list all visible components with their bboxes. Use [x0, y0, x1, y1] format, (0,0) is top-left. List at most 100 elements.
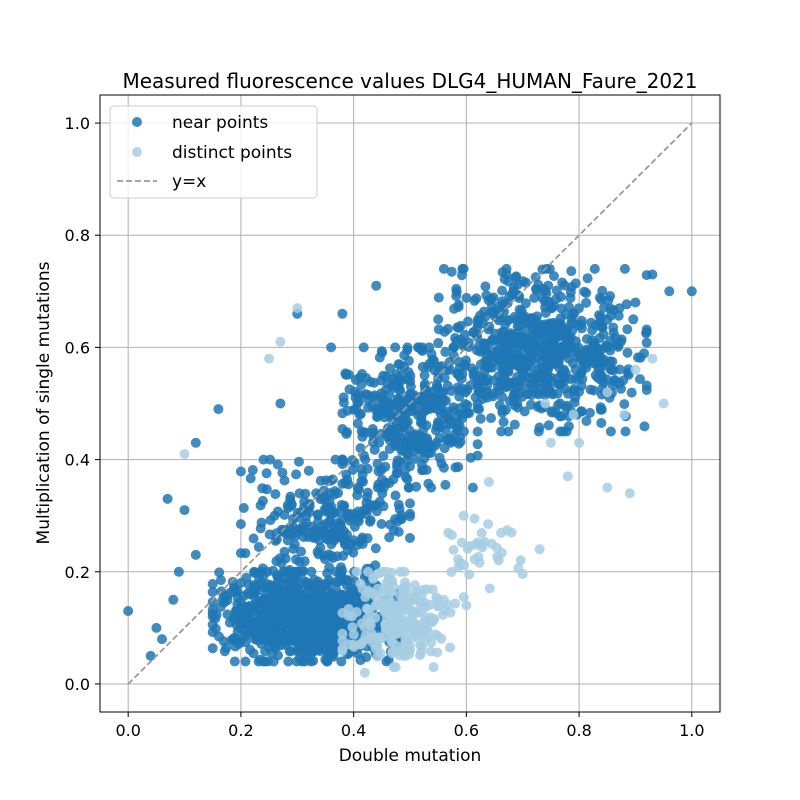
near-point — [526, 362, 537, 372]
near-point — [275, 398, 286, 409]
distinct-point — [428, 662, 439, 673]
near-point — [232, 626, 243, 637]
near-point — [547, 389, 558, 400]
distinct-point — [405, 645, 415, 656]
near-point — [570, 336, 581, 347]
near-point — [314, 642, 325, 653]
near-point — [576, 406, 587, 417]
near-point — [512, 321, 523, 332]
y-tick-label: 1.0 — [65, 114, 90, 133]
near-point — [603, 295, 614, 306]
near-point — [279, 475, 290, 486]
near-point — [573, 303, 584, 314]
distinct-point — [445, 642, 455, 653]
near-point — [240, 637, 251, 648]
near-point — [300, 488, 311, 499]
axis-ticks: 0.0 0.2 0.4 0.6 0.8 1.0 0.0 0.2 0.4 0.6 0.8 1.0 — [65, 114, 705, 740]
near-point — [598, 329, 609, 340]
distinct-point — [292, 303, 303, 314]
distinct-point — [337, 628, 348, 639]
near-point — [419, 370, 430, 381]
near-point — [347, 590, 358, 601]
distinct-point — [395, 646, 406, 657]
near-point — [539, 296, 550, 307]
near-point — [427, 354, 438, 365]
near-point — [477, 318, 488, 329]
near-point — [393, 499, 404, 510]
near-point — [391, 369, 402, 379]
near-point — [479, 306, 489, 317]
near-point — [402, 345, 413, 356]
near-point — [173, 566, 184, 577]
near-point — [332, 551, 343, 562]
near-point — [433, 338, 444, 348]
near-point — [602, 314, 613, 325]
near-point — [343, 539, 354, 550]
near-point — [326, 342, 337, 353]
near-point — [403, 482, 414, 493]
near-point — [608, 327, 619, 338]
near-point — [291, 469, 302, 480]
near-point — [556, 342, 567, 353]
distinct-point — [381, 566, 392, 577]
near-point — [324, 578, 335, 588]
distinct-point — [540, 398, 551, 409]
near-point — [526, 399, 536, 410]
near-point — [512, 360, 523, 371]
near-point — [559, 375, 570, 386]
distinct-point — [493, 555, 504, 566]
near-point — [401, 456, 412, 467]
near-point — [296, 546, 306, 557]
distinct-point — [179, 449, 190, 459]
distinct-point — [368, 573, 379, 584]
near-point — [282, 500, 293, 511]
near-point — [352, 418, 363, 429]
near-point — [619, 263, 630, 274]
distinct-point — [390, 662, 401, 673]
near-point — [355, 443, 366, 454]
distinct-point — [392, 600, 403, 611]
distinct-point — [399, 577, 410, 588]
near-point — [249, 566, 260, 577]
near-point — [451, 336, 462, 347]
near-point — [257, 495, 268, 506]
near-point — [608, 365, 619, 376]
near-point — [405, 533, 415, 543]
near-point — [442, 433, 453, 444]
distinct-point — [427, 584, 438, 595]
near-point — [271, 556, 282, 567]
near-point — [265, 515, 276, 526]
near-point — [321, 609, 332, 620]
near-point — [270, 642, 281, 653]
near-point — [336, 656, 347, 667]
distinct-point — [355, 578, 366, 589]
near-point — [426, 482, 437, 493]
near-point — [664, 286, 675, 297]
distinct-point — [496, 547, 507, 558]
near-point — [440, 479, 451, 490]
near-point — [513, 279, 523, 290]
near-point — [395, 410, 406, 421]
legend: near points distinct points y=x — [109, 105, 318, 199]
near-point — [569, 397, 580, 408]
near-point — [157, 634, 167, 645]
near-point — [501, 269, 512, 280]
distinct-point — [363, 566, 373, 577]
near-point — [257, 483, 268, 494]
distinct-point — [506, 527, 517, 538]
near-point — [377, 347, 388, 358]
x-tick-label: 0.6 — [454, 721, 479, 740]
near-point — [533, 326, 544, 337]
near-point — [594, 362, 604, 373]
near-point — [287, 619, 298, 630]
near-point — [258, 454, 269, 465]
near-point — [392, 462, 403, 473]
x-tick-label: 1.0 — [679, 721, 704, 740]
distinct-point — [469, 513, 480, 524]
near-point — [451, 412, 462, 422]
near-point — [533, 343, 544, 354]
near-point — [207, 611, 218, 622]
near-point — [545, 302, 556, 313]
near-point — [383, 407, 394, 418]
